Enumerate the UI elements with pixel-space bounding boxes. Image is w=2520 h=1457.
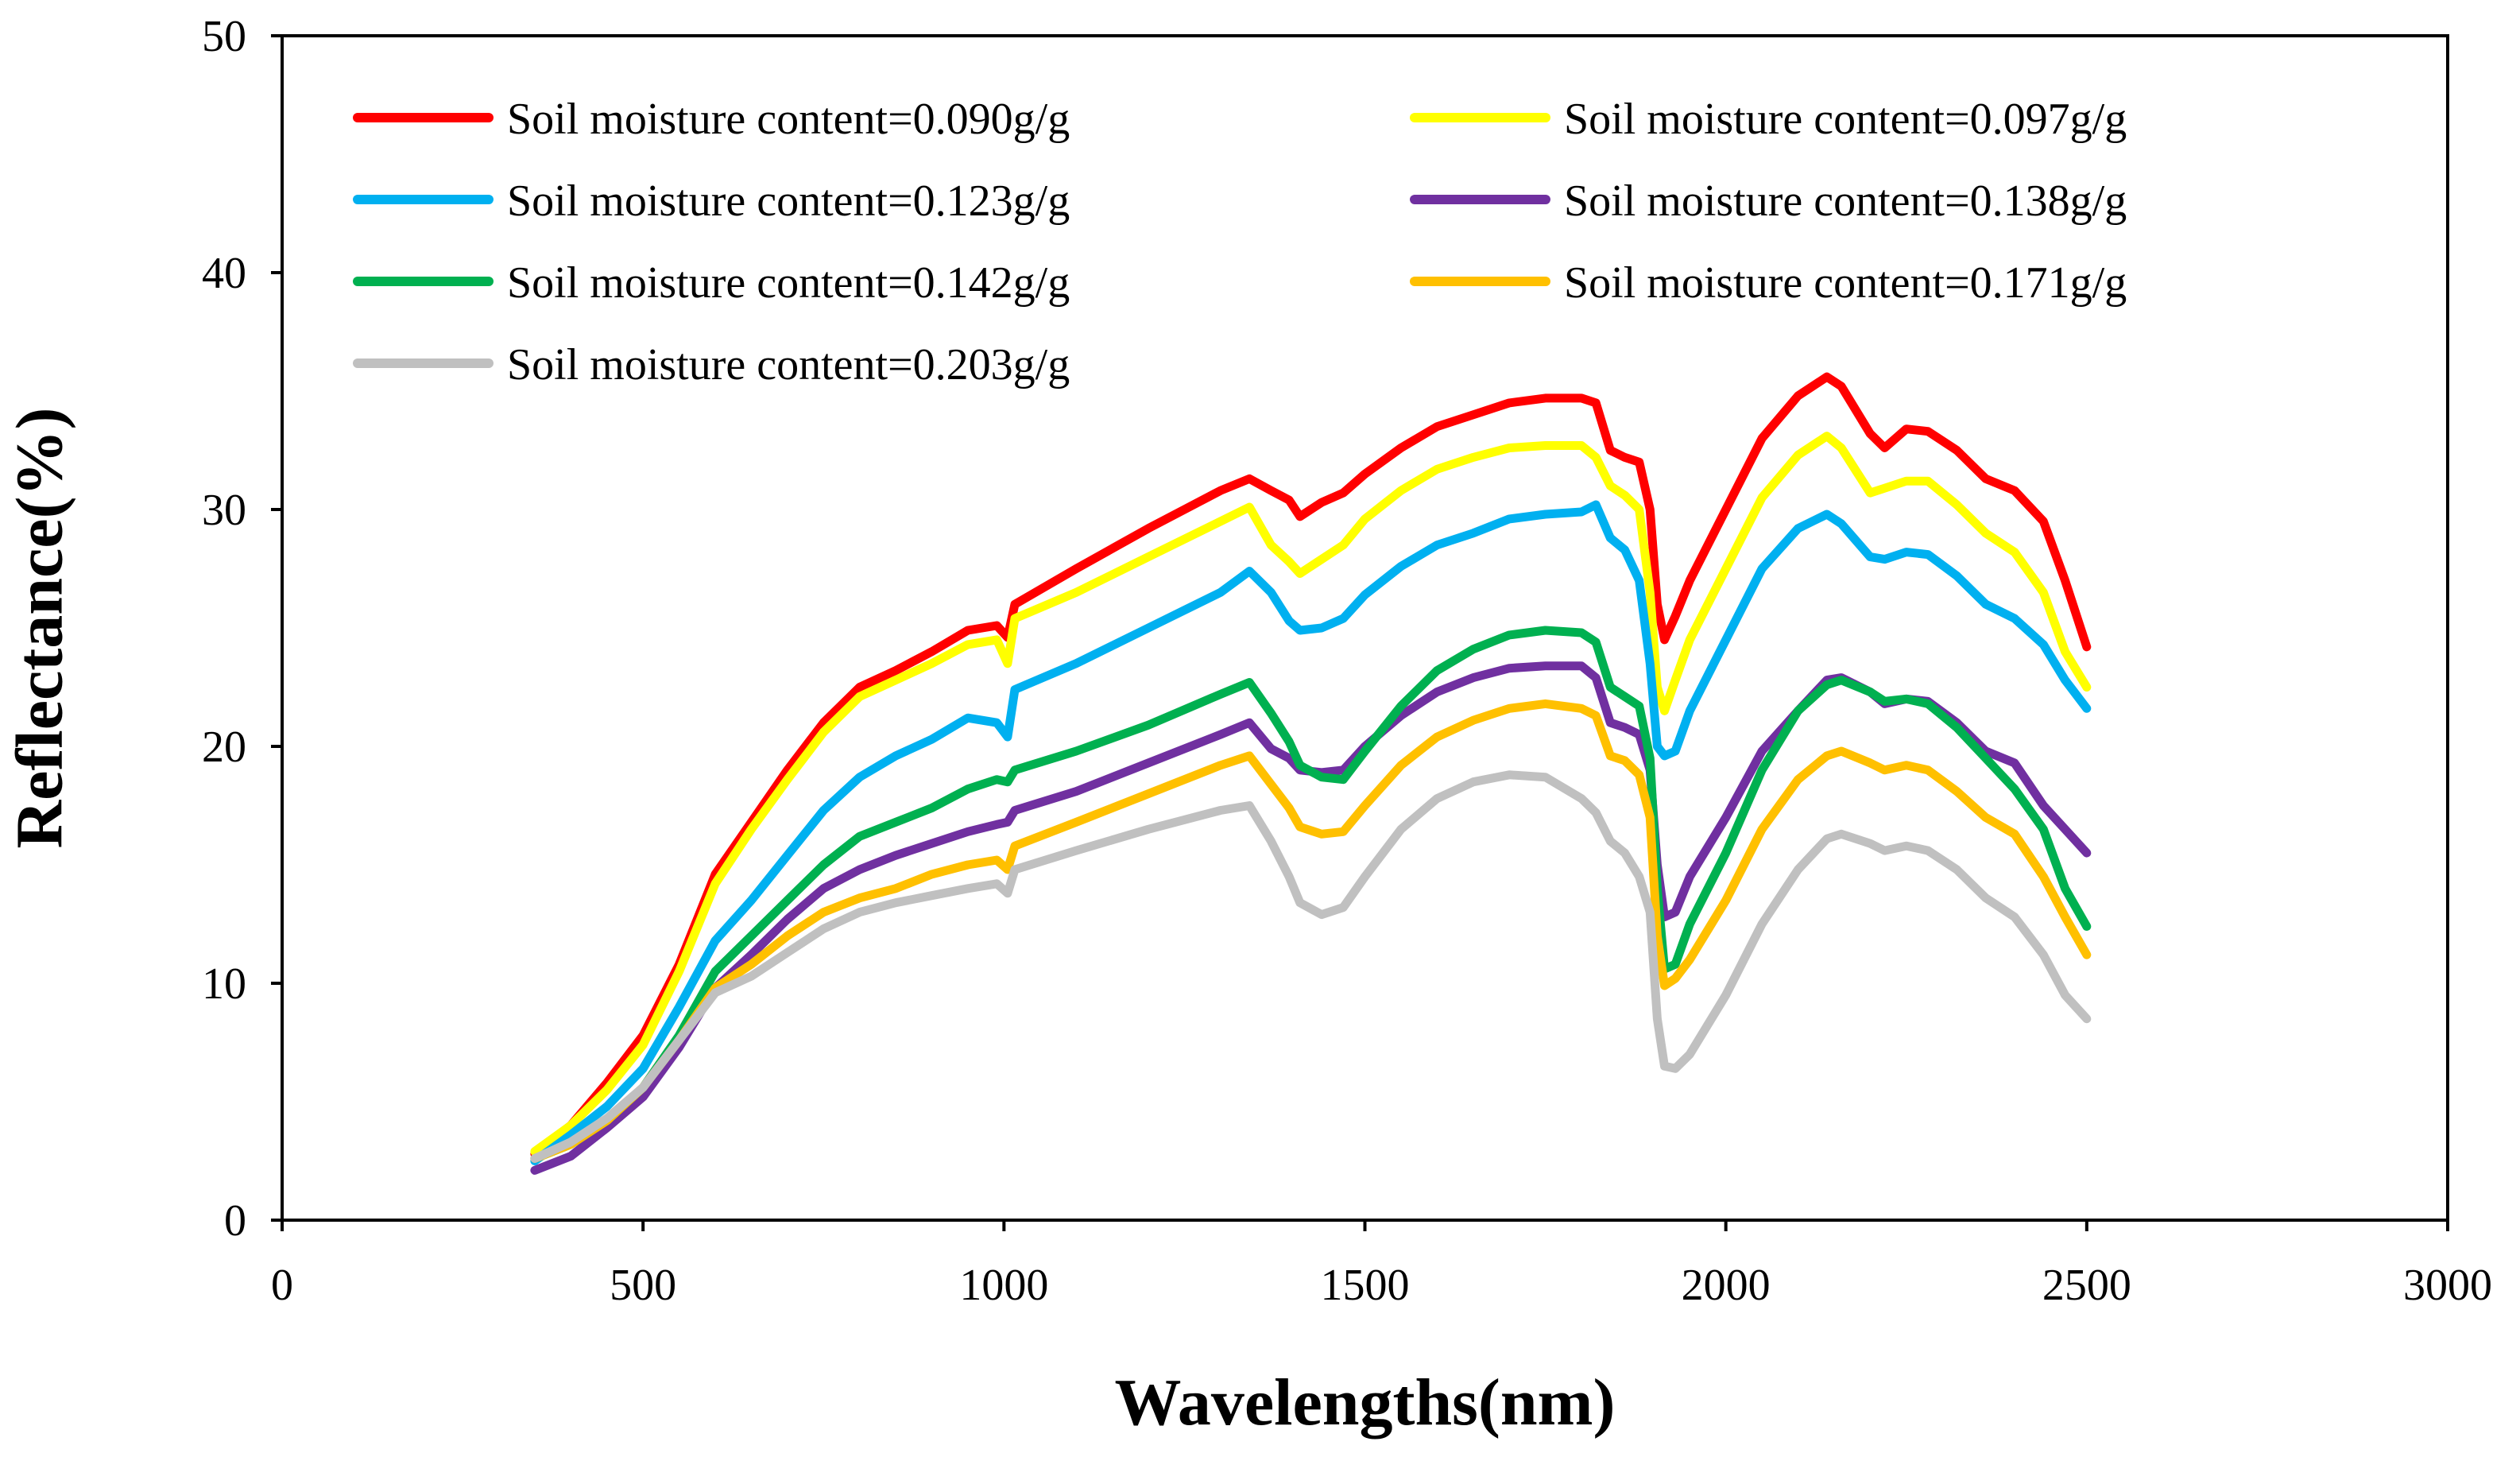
x-axis-ticks: 0 500 1000 1500 2000 2500 3000 <box>271 1220 2492 1310</box>
legend-label-4: Soil moisture content=0.138g/g <box>1564 176 2127 226</box>
series-line-3 <box>530 500 2092 1165</box>
x-tick-label: 0 <box>271 1261 293 1310</box>
legend-label-1: Soil moisture content=0.090g/g <box>507 95 1070 144</box>
y-axis-title: Reflectance(%) <box>2 407 76 848</box>
legend-label-5: Soil moisture content=0.142g/g <box>507 258 1070 308</box>
legend-label-6: Soil moisture content=0.171g/g <box>1564 258 2127 308</box>
x-tick-label: 2500 <box>2042 1261 2131 1310</box>
y-tick-label: 50 <box>202 12 246 61</box>
legend-label-3: Soil moisture content=0.123g/g <box>507 176 1070 226</box>
x-tick-label: 1500 <box>1321 1261 1410 1310</box>
series-line-7 <box>530 770 2092 1163</box>
series-group <box>530 372 2092 1175</box>
series-line-1 <box>530 372 2092 1159</box>
legend: Soil moisture content=0.090g/g Soil moist… <box>353 95 2127 389</box>
x-tick-label: 3000 <box>2403 1261 2492 1310</box>
legend-label-2: Soil moisture content=0.097g/g <box>1564 95 2127 144</box>
x-axis-title: Wavelengths(nm) <box>1115 1366 1616 1440</box>
y-tick-label: 0 <box>224 1196 246 1246</box>
y-axis-ticks: 0 10 20 30 40 50 <box>202 12 282 1246</box>
y-tick-label: 10 <box>202 959 246 1009</box>
y-tick-label: 40 <box>202 249 246 298</box>
legend-label-7: Soil moisture content=0.203g/g <box>507 340 1070 389</box>
x-tick-label: 1000 <box>959 1261 1048 1310</box>
series-line-5 <box>530 626 2092 1163</box>
y-tick-label: 20 <box>202 723 246 772</box>
series-line-6 <box>530 699 2092 1163</box>
y-tick-label: 30 <box>202 486 246 535</box>
x-tick-label: 2000 <box>1682 1261 1771 1310</box>
series-line-2 <box>530 432 2092 1157</box>
x-tick-label: 500 <box>610 1261 676 1310</box>
